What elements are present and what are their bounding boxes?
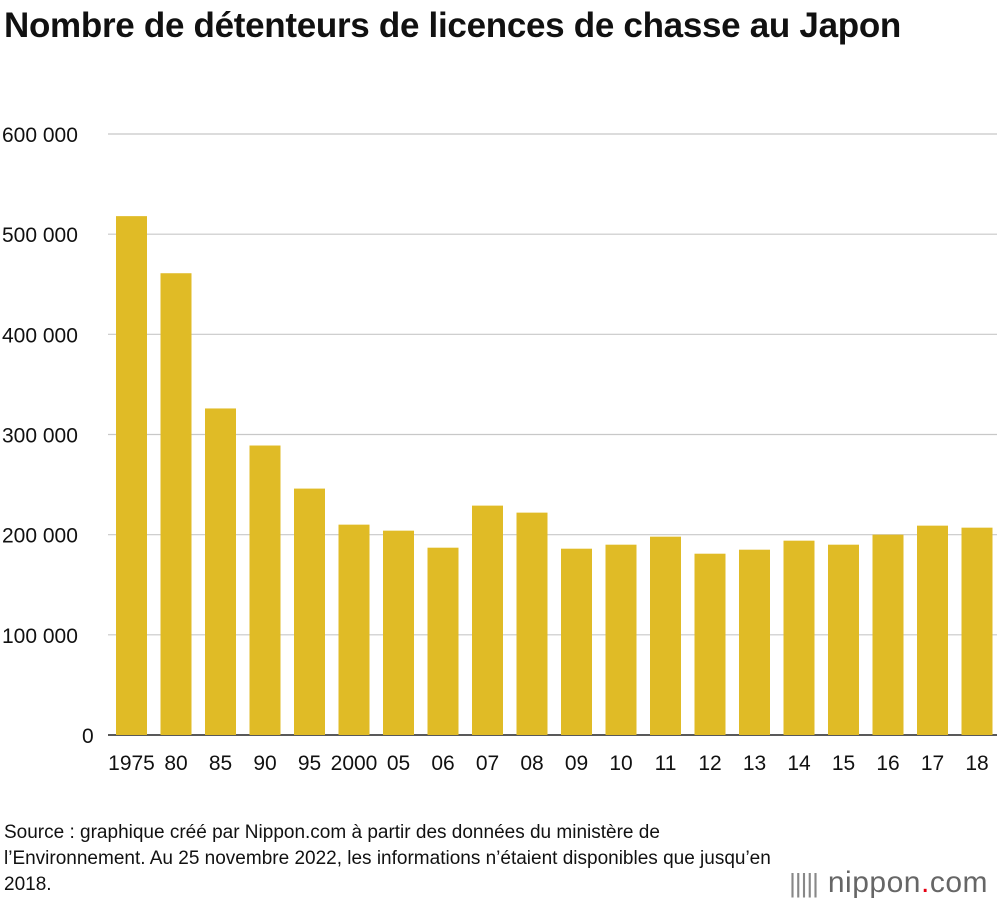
x-tick-label: 85 (209, 752, 232, 775)
bar-80 (160, 273, 192, 735)
x-tick-label: 13 (743, 752, 766, 775)
bar-11 (650, 536, 681, 735)
bar-06 (427, 547, 459, 735)
y-tick-label: 100 000 (2, 625, 78, 648)
x-tick-label: 14 (787, 752, 811, 775)
bar-14 (783, 540, 815, 735)
bars (116, 216, 993, 736)
bar-90 (249, 445, 281, 735)
bar-18 (961, 527, 993, 735)
x-tick-label: 09 (565, 752, 588, 775)
brand-mark-icon: ||||| (789, 868, 819, 898)
x-tick-label: 90 (253, 752, 276, 775)
x-tick-label: 12 (698, 752, 721, 775)
y-tick-label: 300 000 (2, 425, 78, 448)
x-tick-label: 1975 (108, 752, 155, 775)
chart-title: Nombre de détenteurs de licences de chas… (4, 6, 901, 45)
x-tick-label: 08 (520, 752, 543, 775)
bar-1975 (116, 216, 147, 736)
x-tick-label: 2000 (331, 752, 378, 775)
bar-16 (872, 534, 904, 735)
bar-17 (917, 525, 948, 735)
bar-12 (694, 553, 726, 735)
grid-lines (108, 133, 997, 736)
bar-09 (561, 548, 592, 735)
y-tick-label: 400 000 (2, 324, 78, 347)
x-tick-label: 18 (965, 752, 988, 775)
brand-name: nippon (827, 866, 921, 899)
x-tick-label: 80 (164, 752, 187, 775)
bar-05 (383, 530, 414, 735)
bar-13 (739, 549, 770, 735)
bar-10 (605, 544, 637, 735)
x-tick-label: 06 (431, 752, 454, 775)
x-axis-labels: 1975 80 85 90 95 2000 05 06 07 08 09 10 11 12 13 14 15 16… (108, 752, 989, 775)
y-tick-label: 200 000 (2, 525, 78, 548)
bar-85 (205, 408, 236, 735)
brand-logo: ||||| nippon.com (789, 866, 988, 900)
source-note: Source : graphique créé par Nippon.com à… (4, 822, 771, 895)
bar-chart: 0 100 000 200 000 300 000 400 000 500 000 600 … (2, 124, 997, 775)
x-tick-label: 05 (387, 752, 410, 775)
bar-07 (472, 505, 503, 735)
bar-08 (516, 512, 548, 735)
x-tick-label: 15 (832, 752, 855, 775)
x-tick-label: 95 (298, 752, 321, 775)
bar-15 (828, 544, 859, 735)
y-tick-label: 600 000 (2, 124, 78, 147)
brand-suffix: com (929, 866, 988, 899)
bar-2000 (338, 524, 370, 735)
x-tick-label: 16 (876, 752, 899, 775)
y-tick-label: 500 000 (2, 224, 78, 247)
x-tick-label: 07 (476, 752, 499, 775)
y-axis-labels: 0 100 000 200 000 300 000 400 000 500 000 600 … (2, 124, 94, 748)
x-tick-label: 11 (655, 752, 677, 775)
x-tick-label: 10 (609, 752, 632, 775)
y-tick-label: 0 (82, 725, 94, 748)
x-tick-label: 17 (921, 752, 944, 775)
bar-95 (294, 488, 325, 735)
brand-dot: . (920, 866, 930, 899)
